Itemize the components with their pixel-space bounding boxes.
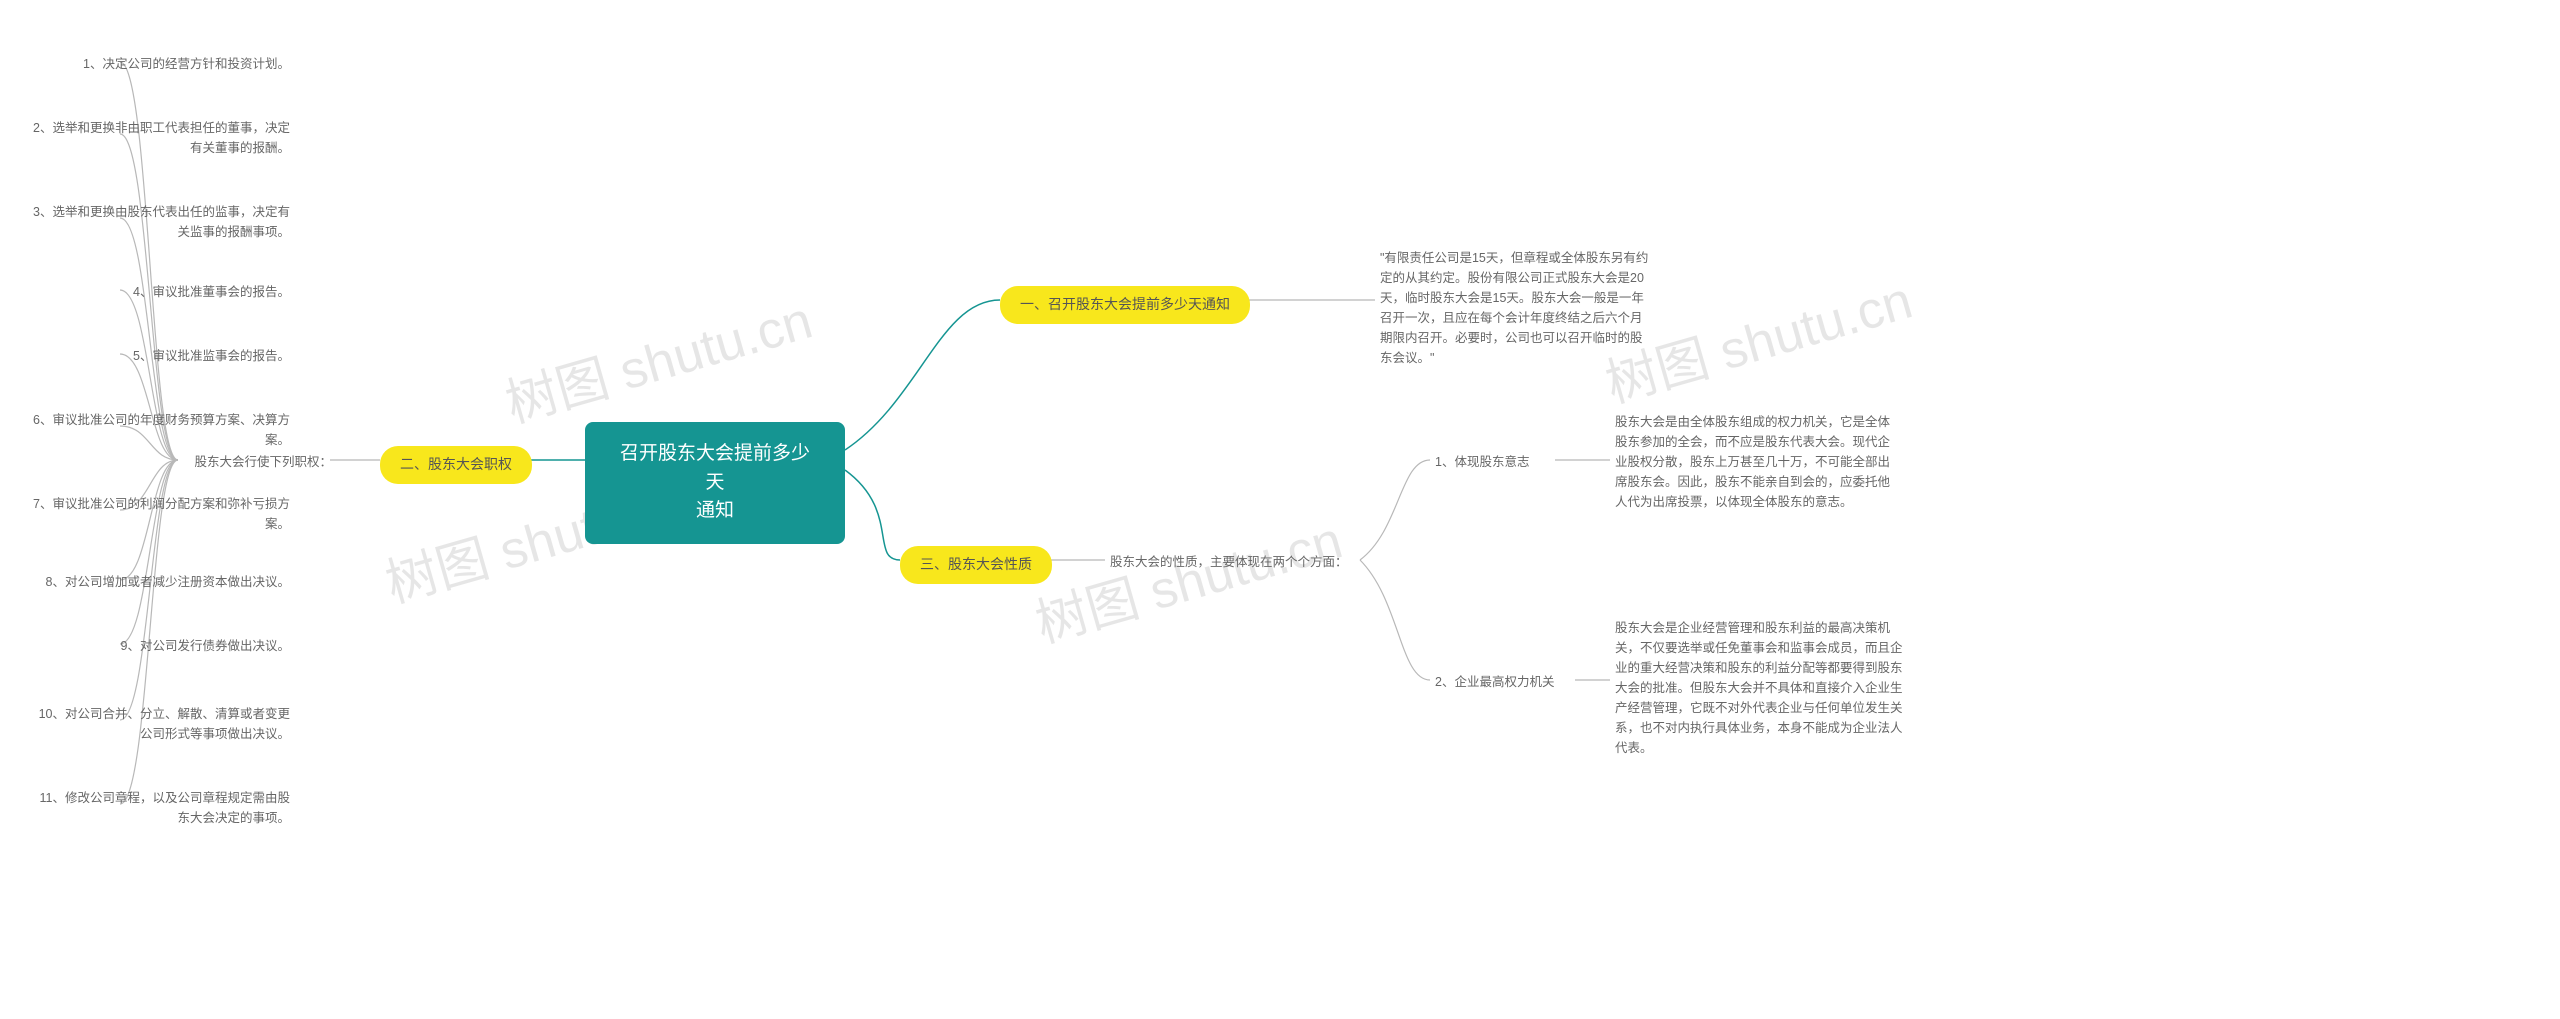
branch-3-aspect-1-title: 1、体现股东意志 [1435, 452, 1555, 472]
branch-2-sub: 股东大会行使下列职权： [182, 452, 332, 472]
watermark: 树图 shutu.cn [496, 278, 820, 437]
branch-1: 一、召开股东大会提前多少天通知 [1000, 286, 1250, 324]
watermark: 树图 shutu.cn [1026, 498, 1350, 657]
branch-2-item-7: 7、审议批准公司的利润分配方案和弥补亏损方案。 [30, 494, 290, 534]
edge-layer [0, 0, 2560, 1019]
branch-1-leaf: "有限责任公司是15天，但章程或全体股东另有约定的从其约定。股份有限公司正式股东… [1380, 248, 1650, 368]
branch-3-aspect-2-title: 2、企业最高权力机关 [1435, 672, 1575, 692]
branch-2-item-10: 10、对公司合并、分立、解散、清算或者变更公司形式等事项做出决议。 [30, 704, 290, 744]
branch-2-item-1: 1、决定公司的经营方针和投资计划。 [30, 54, 290, 74]
branch-2-item-2: 2、选举和更换非由职工代表担任的董事，决定有关董事的报酬。 [30, 118, 290, 158]
branch-2-item-5: 5、审议批准监事会的报告。 [30, 346, 290, 366]
branch-2-item-3: 3、选举和更换由股东代表出任的监事，决定有关监事的报酬事项。 [30, 202, 290, 242]
root-title-l2: 通知 [613, 497, 817, 526]
branch-3-aspect-2-text: 股东大会是企业经营管理和股东利益的最高决策机关，不仅要选举或任免董事会和监事会成… [1615, 618, 1905, 758]
branch-3-sub: 股东大会的性质，主要体现在两个个方面： [1110, 552, 1360, 572]
branch-3: 三、股东大会性质 [900, 546, 1052, 584]
branch-2: 二、股东大会职权 [380, 446, 532, 484]
branch-2-item-6: 6、审议批准公司的年度财务预算方案、决算方案。 [30, 410, 290, 450]
root-node: 召开股东大会提前多少天 通知 [585, 422, 845, 544]
branch-2-item-11: 11、修改公司章程，以及公司章程规定需由股东大会决定的事项。 [30, 788, 290, 828]
root-title-l1: 召开股东大会提前多少天 [613, 440, 817, 497]
branch-3-aspect-1-text: 股东大会是由全体股东组成的权力机关，它是全体股东参加的全会，而不应是股东代表大会… [1615, 412, 1895, 512]
branch-2-item-9: 9、对公司发行债券做出决议。 [30, 636, 290, 656]
branch-2-item-4: 4、审议批准董事会的报告。 [30, 282, 290, 302]
branch-2-item-8: 8、对公司增加或者减少注册资本做出决议。 [30, 572, 290, 592]
